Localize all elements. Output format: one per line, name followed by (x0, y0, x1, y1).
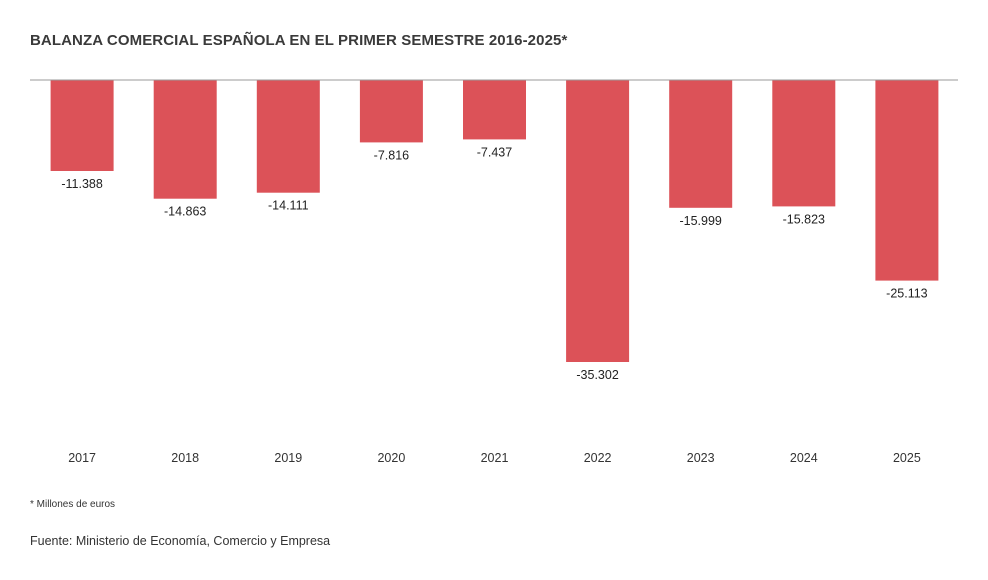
data-label-2022: -35.302 (576, 368, 618, 382)
data-label-2021: -7.437 (477, 145, 512, 159)
bar-2021 (463, 80, 526, 140)
bars-layer (50, 80, 939, 362)
bar-2017 (50, 80, 114, 171)
x-tick-2018: 2018 (171, 451, 199, 465)
x-axis-ticks: 2017 2018 2019 2020 2021 2022 2023 2024 2025 (68, 451, 921, 465)
bar-2022 (566, 80, 630, 362)
bar-2018 (153, 80, 217, 199)
bar-2020 (359, 80, 423, 143)
data-label-2024: -15.823 (783, 212, 825, 226)
data-label-2025: -25.113 (886, 287, 928, 301)
data-label-2018: -14.863 (164, 205, 206, 219)
data-label-2017: -11.388 (61, 177, 103, 191)
x-tick-2019: 2019 (274, 451, 302, 465)
value-labels-layer: -11.388 -14.863 -14.111 -7.816 -7.437 -35.302… (61, 145, 927, 382)
x-tick-2017: 2017 (68, 451, 96, 465)
data-label-2019: -14.111 (268, 199, 309, 213)
footnote: * Millones de euros (30, 499, 116, 510)
source-note: Fuente: Ministerio de Economía, Comercio… (30, 534, 331, 548)
bar-2019 (256, 80, 320, 193)
data-label-2020: -7.816 (374, 148, 409, 162)
bar-2023 (669, 80, 733, 208)
x-tick-2021: 2021 (481, 451, 509, 465)
x-tick-2022: 2022 (584, 451, 612, 465)
bar-2024 (772, 80, 836, 207)
bar-2025 (875, 80, 939, 281)
data-label-2023: -15.999 (679, 214, 721, 228)
x-tick-2020: 2020 (377, 451, 405, 465)
x-tick-2025: 2025 (893, 451, 921, 465)
x-tick-2023: 2023 (687, 451, 715, 465)
x-tick-2024: 2024 (790, 451, 818, 465)
chart-title: BALANZA COMERCIAL ESPAÑOLA EN EL PRIMER … (30, 32, 568, 49)
